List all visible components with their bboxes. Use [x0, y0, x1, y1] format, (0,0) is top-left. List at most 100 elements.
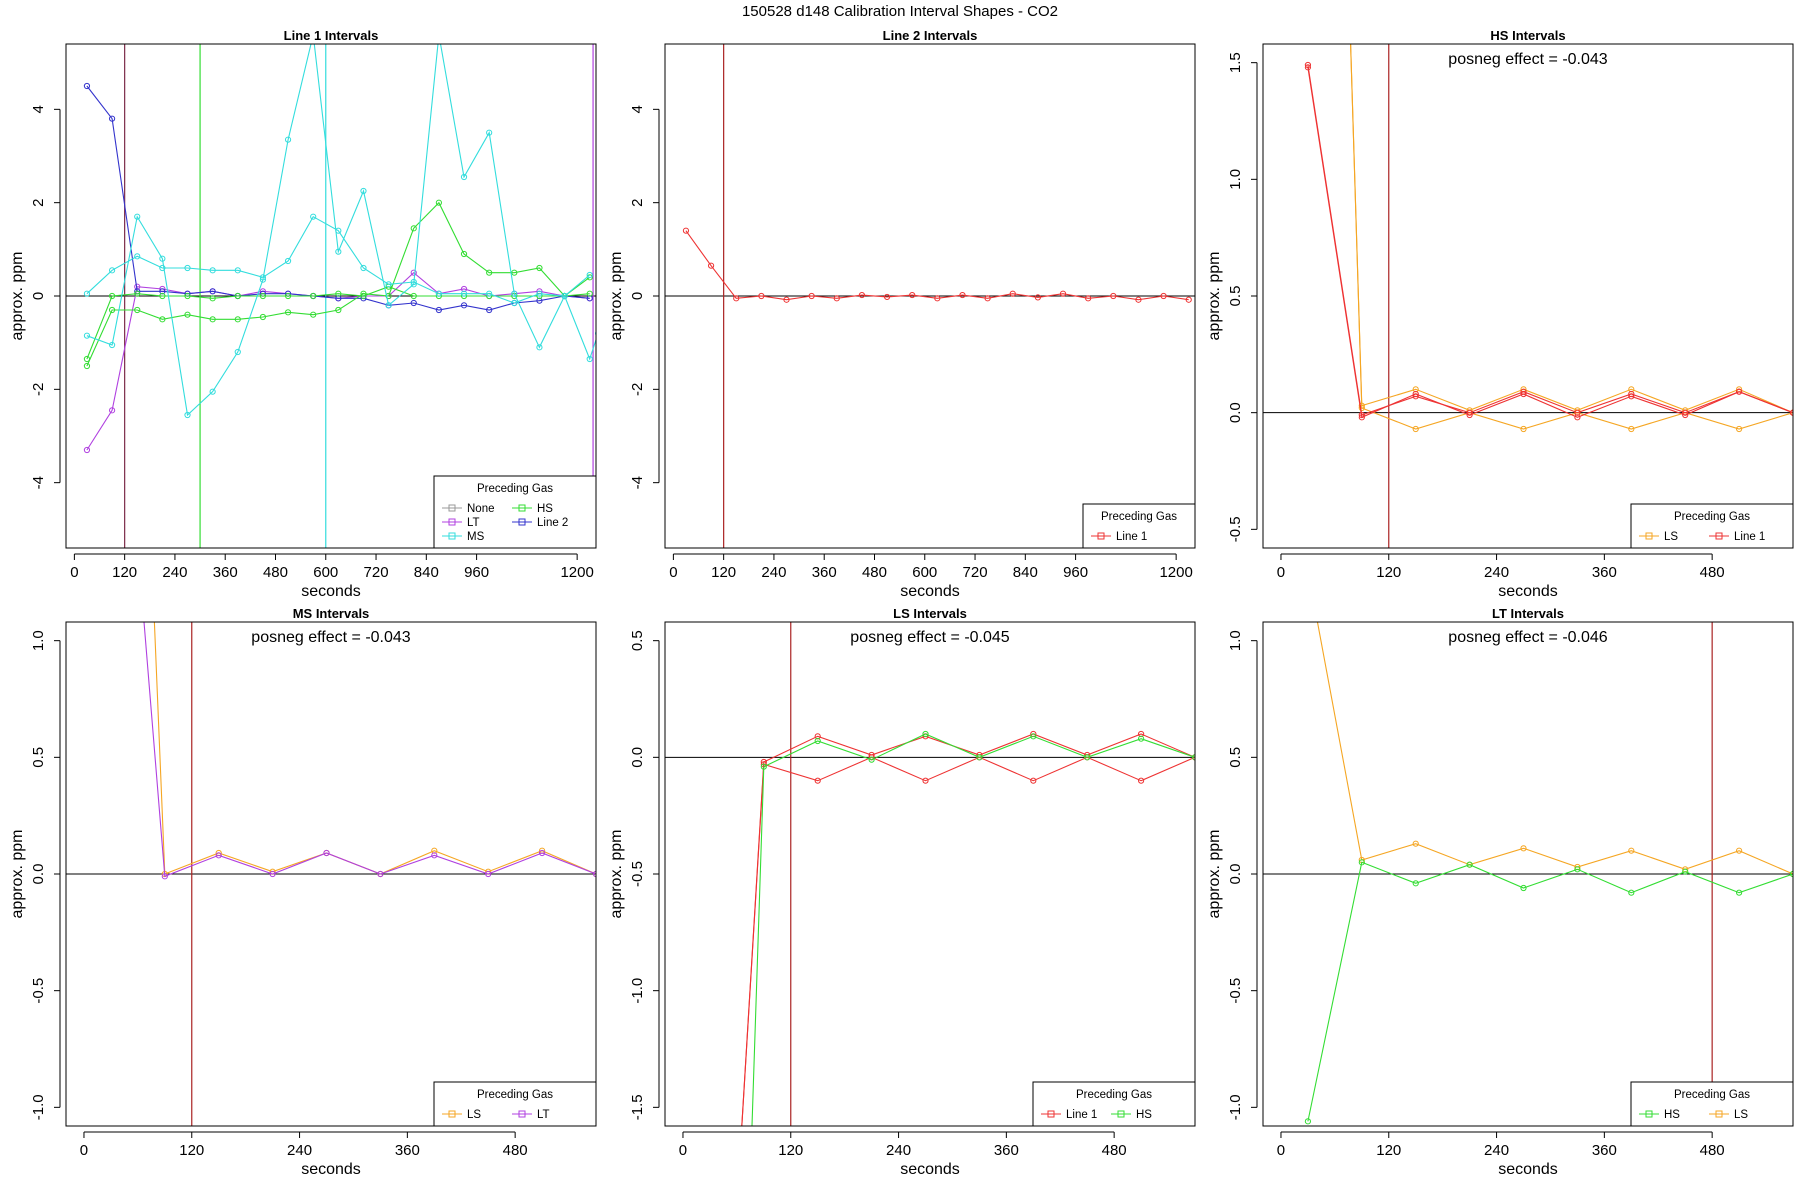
x-tick-label: 240 [1484, 564, 1509, 581]
data-point [883, 293, 891, 301]
data-point [561, 292, 568, 300]
y-axis-label: approx. ppm [608, 830, 625, 919]
data-point [814, 737, 821, 745]
legend: Preceding Gas LS Line 1 [1630, 503, 1794, 549]
data-point [460, 285, 468, 293]
data-point [410, 269, 417, 276]
data-point [108, 306, 116, 314]
x-tick-label: 240 [162, 564, 187, 581]
data-point [310, 292, 317, 300]
y-tick-label: 0.5 [30, 747, 47, 768]
data-point [259, 313, 267, 321]
data-point [1191, 754, 1195, 761]
data-point [1030, 733, 1037, 740]
data-point [758, 292, 765, 300]
data-point [1628, 386, 1635, 393]
x-tick-label: 240 [886, 1142, 911, 1159]
y-axis-label: approx. ppm [608, 252, 625, 341]
data-point [335, 248, 342, 255]
data-point [1358, 402, 1365, 409]
data-point [1466, 861, 1473, 868]
data-point [284, 257, 292, 265]
data-point [1628, 390, 1635, 398]
x-tick-label: 840 [1013, 564, 1038, 581]
panel-title: LS Intervals [893, 606, 967, 621]
series-line [685, 230, 1189, 301]
y-axis-label: approx. ppm [1206, 830, 1223, 919]
data-point [108, 292, 116, 300]
data-point [335, 295, 342, 302]
y-tick-label: 0.5 [629, 630, 646, 651]
data-point [1084, 754, 1091, 761]
data-point [486, 269, 493, 276]
y-tick-label: -1.0 [1227, 1094, 1244, 1120]
data-point [1412, 386, 1419, 393]
data-point [83, 82, 91, 90]
data-point [592, 870, 596, 878]
plot-area [66, 622, 596, 1126]
data-point [360, 264, 367, 272]
y-tick-label: -0.5 [629, 861, 646, 887]
panel-title: Line 1 Intervals [284, 28, 379, 43]
legend-box [1630, 503, 1794, 549]
data-point [184, 264, 191, 272]
chart-panel-3: HS Intervals 0 120 240 360 480 seconds -0.5 0.0 0… [1206, 28, 1794, 600]
legend-box [1630, 1081, 1794, 1127]
figure-title: 150528 d148 Calibration Interval Shapes … [741, 3, 1059, 20]
data-point [323, 849, 330, 857]
x-axis-label: seconds [1498, 583, 1558, 600]
y-axis: -1.0 -0.5 0.0 0.5 1.0 approx. ppm [9, 630, 61, 1120]
y-axis: -4 -2 0 2 4 approx. ppm [9, 105, 61, 489]
legend-swatch-marker [1645, 1110, 1653, 1118]
data-point [435, 199, 442, 206]
y-tick-label: 1.0 [30, 630, 47, 651]
data-point [1574, 866, 1581, 873]
data-point [1358, 859, 1365, 866]
legend-entry-label: Line 1 [1734, 531, 1765, 543]
legend-swatch-marker [518, 1110, 526, 1118]
x-tick-label: 480 [1700, 564, 1725, 581]
data-point [1736, 388, 1743, 395]
y-tick-label: 4 [30, 105, 47, 113]
data-point [1185, 296, 1192, 303]
legend-entry-label: LS [1664, 531, 1678, 543]
panel-title: MS Intervals [293, 606, 370, 621]
y-tick-label: 2 [30, 198, 47, 206]
x-axis-label: seconds [301, 1161, 361, 1178]
x-tick-label: 600 [912, 564, 937, 581]
x-tick-label: 120 [778, 1142, 803, 1159]
data-point [922, 777, 929, 784]
y-tick-label: -4 [30, 476, 47, 489]
legend-entry-label: Line 1 [1116, 531, 1147, 543]
data-point [1304, 64, 1312, 71]
x-tick-label: 0 [1277, 1142, 1285, 1159]
x-tick-label: 0 [669, 564, 677, 581]
series-line [741, 756, 1195, 1126]
x-tick-label: 480 [503, 1142, 528, 1159]
x-axis: 0 120 240 360 480 seconds [1277, 553, 1725, 600]
x-tick-label: 0 [679, 1142, 687, 1159]
y-tick-label: 0.5 [1227, 747, 1244, 768]
data-point [184, 292, 191, 300]
data-point [1138, 730, 1145, 738]
data-point [1412, 393, 1419, 400]
plot-area [1263, 44, 1793, 548]
data-point [335, 306, 342, 314]
data-point [1628, 889, 1635, 896]
x-axis: 0 120 240 360 480 seconds [1277, 1131, 1725, 1178]
y-tick-label: 1.0 [1227, 169, 1244, 190]
legend-swatch-marker [1715, 1110, 1723, 1118]
y-tick-label: 0.0 [1227, 402, 1244, 423]
x-tick-label: 360 [812, 564, 837, 581]
legend-entry-label: HS [537, 503, 553, 515]
legend-swatch-marker [448, 504, 456, 512]
data-point [586, 355, 593, 363]
data-point [1085, 295, 1092, 302]
legend-title: Preceding Gas [1076, 1089, 1152, 1101]
data-point [431, 847, 438, 854]
legend: Preceding Gas Line 1 HS [1032, 1081, 1196, 1127]
data-point [486, 129, 493, 136]
data-point [460, 290, 468, 297]
y-tick-label: -2 [30, 383, 47, 396]
